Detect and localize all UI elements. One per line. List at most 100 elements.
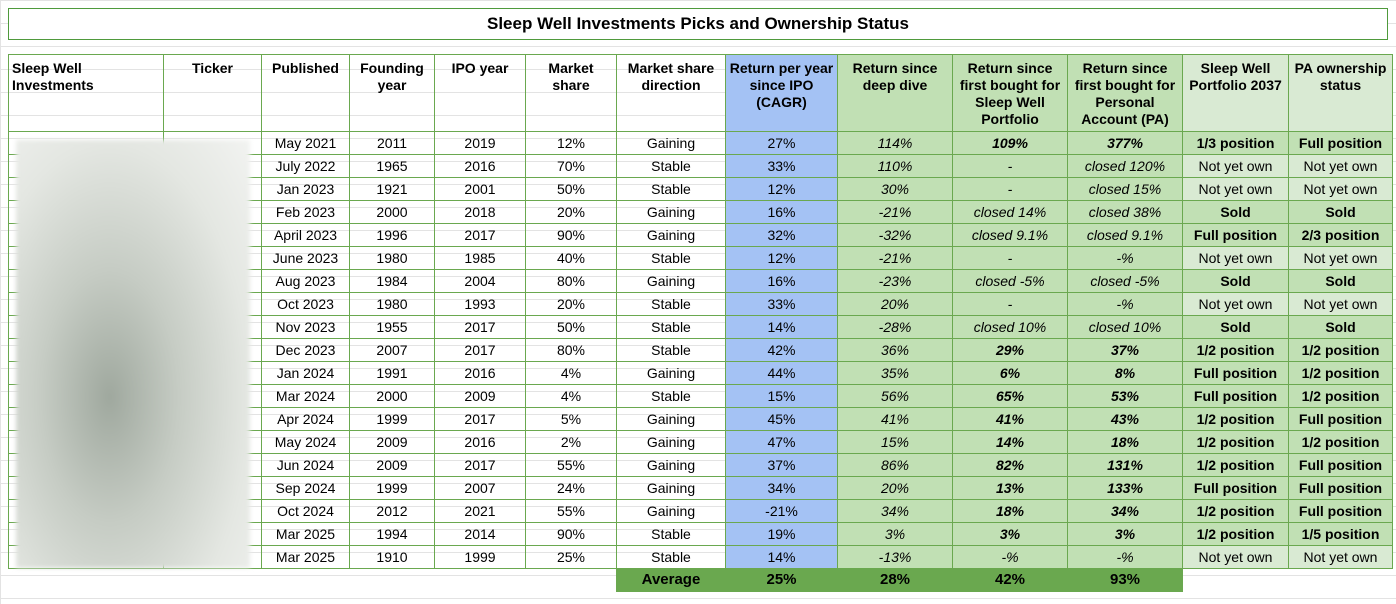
cell-published[interactable]: July 2022 [261,154,350,178]
cell-direction[interactable]: Gaining [616,269,726,293]
cell-pas[interactable]: Not yet own [1288,292,1393,316]
cell-deep[interactable]: 15% [837,430,953,454]
average-sleep-well[interactable]: 42% [952,568,1068,592]
cell-sw[interactable]: 6% [952,361,1068,385]
cell-pas[interactable]: 1/2 position [1288,384,1393,408]
cell-cagr[interactable]: 12% [725,177,838,201]
cell-cagr[interactable]: 44% [725,361,838,385]
cell-sw[interactable]: -% [952,545,1068,569]
cell-cagr[interactable]: 19% [725,522,838,546]
cell-pa[interactable]: closed -5% [1067,269,1183,293]
cell-pas[interactable]: 2/3 position [1288,223,1393,247]
cell-sw[interactable]: 18% [952,499,1068,523]
cell-share[interactable]: 50% [525,177,617,201]
cell-pas[interactable]: Full position [1288,131,1393,155]
cell-direction[interactable]: Stable [616,292,726,316]
cell-deep[interactable]: 20% [837,476,953,500]
cell-swp[interactable]: Full position [1182,361,1289,385]
cell-swp[interactable]: 1/2 position [1182,453,1289,477]
cell-pa[interactable]: 43% [1067,407,1183,431]
header-pa-ownership[interactable]: PA ownership status [1288,54,1393,132]
cell-founding[interactable]: 1994 [349,522,435,546]
cell-swp[interactable]: 1/2 position [1182,430,1289,454]
header-ticker[interactable]: Ticker [163,54,262,132]
cell-share[interactable]: 12% [525,131,617,155]
cell-sw[interactable]: - [952,292,1068,316]
cell-ipo[interactable]: 2017 [434,338,526,362]
cell-deep[interactable]: 41% [837,407,953,431]
cell-pa[interactable]: -% [1067,246,1183,270]
cell-swp[interactable]: Not yet own [1182,545,1289,569]
cell-deep[interactable]: -28% [837,315,953,339]
cell-published[interactable]: Jan 2024 [261,361,350,385]
cell-pa[interactable]: 34% [1067,499,1183,523]
cell-direction[interactable]: Stable [616,177,726,201]
cell-pa[interactable]: 18% [1067,430,1183,454]
header-sleep-well-portfolio[interactable]: Sleep Well Portfolio 2037 [1182,54,1289,132]
cell-swp[interactable]: 1/2 position [1182,407,1289,431]
cell-published[interactable]: Mar 2024 [261,384,350,408]
cell-deep[interactable]: 30% [837,177,953,201]
cell-share[interactable]: 40% [525,246,617,270]
cell-cagr[interactable]: 33% [725,154,838,178]
header-cagr[interactable]: Return per year since IPO (CAGR) [725,54,838,132]
header-published[interactable]: Published [261,54,350,132]
cell-founding[interactable]: 2012 [349,499,435,523]
cell-ipo[interactable]: 2009 [434,384,526,408]
cell-sw[interactable]: closed 10% [952,315,1068,339]
cell-deep[interactable]: -32% [837,223,953,247]
cell-ipo[interactable]: 2021 [434,499,526,523]
cell-pas[interactable]: Sold [1288,269,1393,293]
cell-published[interactable]: Dec 2023 [261,338,350,362]
cell-pa[interactable]: closed 38% [1067,200,1183,224]
cell-published[interactable]: Mar 2025 [261,545,350,569]
header-return-personal-account[interactable]: Return since first bought for Personal A… [1067,54,1183,132]
cell-ipo[interactable]: 2016 [434,430,526,454]
cell-ipo[interactable]: 2017 [434,407,526,431]
cell-pas[interactable]: Full position [1288,453,1393,477]
cell-cagr[interactable]: 33% [725,292,838,316]
cell-founding[interactable]: 1996 [349,223,435,247]
cell-pas[interactable]: Full position [1288,407,1393,431]
cell-founding[interactable]: 2000 [349,384,435,408]
cell-direction[interactable]: Gaining [616,476,726,500]
average-deep-dive[interactable]: 28% [837,568,953,592]
cell-pa[interactable]: closed 15% [1067,177,1183,201]
cell-share[interactable]: 50% [525,315,617,339]
cell-published[interactable]: Nov 2023 [261,315,350,339]
cell-published[interactable]: Jan 2023 [261,177,350,201]
cell-share[interactable]: 90% [525,223,617,247]
cell-published[interactable]: Oct 2024 [261,499,350,523]
cell-published[interactable]: April 2023 [261,223,350,247]
cell-direction[interactable]: Gaining [616,131,726,155]
cell-founding[interactable]: 1984 [349,269,435,293]
cell-ipo[interactable]: 1999 [434,545,526,569]
cell-pa[interactable]: 37% [1067,338,1183,362]
cell-deep[interactable]: 36% [837,338,953,362]
cell-share[interactable]: 55% [525,453,617,477]
cell-pas[interactable]: 1/2 position [1288,338,1393,362]
cell-founding[interactable]: 1999 [349,476,435,500]
cell-pa[interactable]: 8% [1067,361,1183,385]
cell-direction[interactable]: Gaining [616,499,726,523]
cell-share[interactable]: 80% [525,269,617,293]
cell-ipo[interactable]: 1993 [434,292,526,316]
cell-cagr[interactable]: 34% [725,476,838,500]
cell-pa[interactable]: -% [1067,292,1183,316]
cell-cagr[interactable]: 14% [725,545,838,569]
cell-cagr[interactable]: 45% [725,407,838,431]
cell-swp[interactable]: Not yet own [1182,177,1289,201]
cell-sw[interactable]: 82% [952,453,1068,477]
cell-deep[interactable]: 20% [837,292,953,316]
cell-cagr[interactable]: 14% [725,315,838,339]
cell-founding[interactable]: 2007 [349,338,435,362]
cell-ipo[interactable]: 2016 [434,154,526,178]
cell-sw[interactable]: closed -5% [952,269,1068,293]
cell-deep[interactable]: 34% [837,499,953,523]
cell-share[interactable]: 4% [525,361,617,385]
cell-direction[interactable]: Stable [616,522,726,546]
cell-ipo[interactable]: 2001 [434,177,526,201]
cell-cagr[interactable]: 37% [725,453,838,477]
cell-share[interactable]: 4% [525,384,617,408]
cell-cagr[interactable]: 15% [725,384,838,408]
